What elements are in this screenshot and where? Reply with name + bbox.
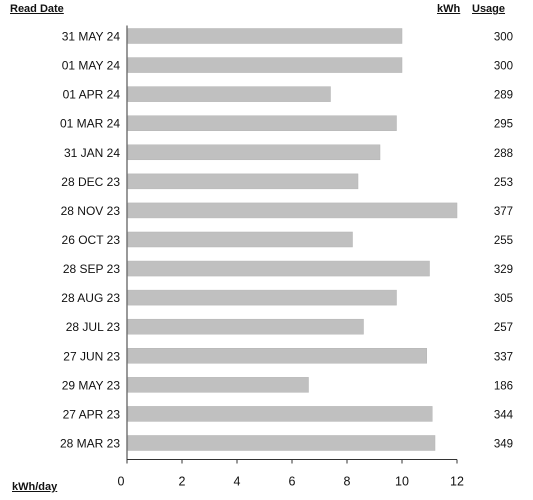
usage-bar bbox=[127, 318, 364, 335]
x-tick-label: 8 bbox=[344, 474, 351, 488]
category-label: 27 APR 23 bbox=[63, 407, 121, 421]
x-tick-label: 10 bbox=[395, 474, 409, 488]
usage-value: 288 bbox=[494, 148, 513, 160]
category-label: 28 SEP 23 bbox=[63, 262, 120, 276]
usage-bar bbox=[127, 260, 430, 277]
usage-value: 300 bbox=[494, 32, 513, 44]
category-label: 28 AUG 23 bbox=[61, 291, 120, 305]
category-label: 28 DEC 23 bbox=[61, 175, 120, 189]
usage-value: 337 bbox=[494, 351, 513, 363]
category-label: 27 JUN 23 bbox=[63, 349, 120, 363]
kwh-header: kWh bbox=[437, 3, 461, 15]
x-tick-label: 0 bbox=[118, 474, 125, 488]
usage-bar bbox=[127, 86, 331, 102]
category-label: 31 JAN 24 bbox=[64, 146, 120, 160]
usage-value: 377 bbox=[494, 206, 513, 218]
usage-bar bbox=[127, 348, 427, 364]
category-label: 01 APR 24 bbox=[63, 88, 121, 102]
usage-value: 253 bbox=[494, 177, 513, 189]
x-axis-unit-label: kWh/day bbox=[12, 481, 58, 493]
category-label: 28 JUL 23 bbox=[66, 320, 121, 334]
usage-header: Usage bbox=[472, 3, 506, 15]
usage-bar bbox=[127, 173, 359, 190]
usage-bar bbox=[127, 377, 309, 393]
usage-bar bbox=[127, 231, 353, 248]
usage-bar bbox=[127, 289, 397, 306]
x-tick-label: 4 bbox=[234, 474, 241, 488]
category-label: 01 MAR 24 bbox=[60, 117, 120, 131]
usage-bar bbox=[127, 406, 433, 422]
usage-value: 344 bbox=[494, 409, 514, 421]
category-label: 29 MAY 23 bbox=[62, 378, 121, 392]
usage-value: 300 bbox=[494, 61, 513, 73]
usage-bar bbox=[127, 144, 381, 161]
usage-bar bbox=[127, 57, 403, 73]
category-label: 28 MAR 23 bbox=[60, 436, 120, 450]
usage-value: 289 bbox=[494, 90, 513, 102]
usage-bar bbox=[127, 202, 458, 219]
category-label: 01 MAY 24 bbox=[62, 59, 121, 73]
usage-value: 255 bbox=[494, 235, 513, 247]
usage-value: 186 bbox=[494, 380, 513, 392]
usage-value: 305 bbox=[494, 293, 513, 305]
usage-value: 257 bbox=[494, 322, 513, 334]
usage-value: 349 bbox=[494, 438, 513, 450]
read-date-header: Read Date bbox=[10, 3, 64, 15]
usage-value: 329 bbox=[494, 264, 513, 276]
x-tick-label: 2 bbox=[179, 474, 186, 488]
category-label: 31 MAY 24 bbox=[62, 30, 121, 44]
x-tick-label: 6 bbox=[289, 474, 296, 488]
usage-bar bbox=[127, 115, 397, 131]
category-label: 28 NOV 23 bbox=[61, 204, 121, 218]
usage-value: 295 bbox=[494, 119, 513, 131]
x-tick-label: 12 bbox=[450, 474, 464, 488]
usage-bar bbox=[127, 435, 436, 451]
usage-bar bbox=[127, 28, 403, 44]
category-label: 26 OCT 23 bbox=[62, 233, 121, 247]
